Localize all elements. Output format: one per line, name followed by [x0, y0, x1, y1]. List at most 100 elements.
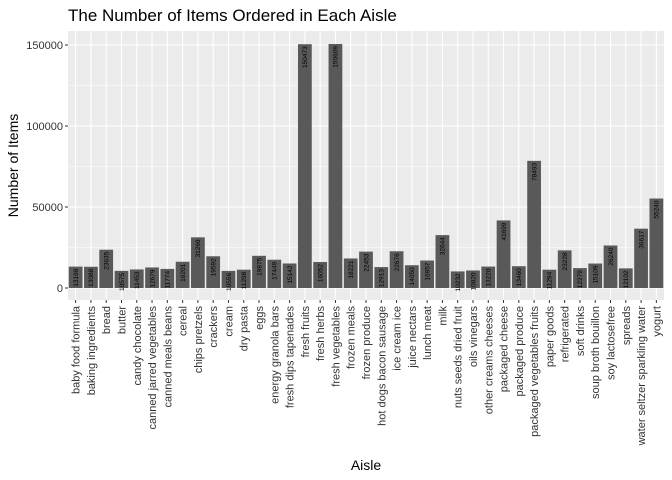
- x-tick-label: baby food formula: [71, 305, 83, 394]
- bar-value-label: 11298: [241, 271, 248, 289]
- y-axis: 0 50000 100000 150000: [26, 40, 68, 295]
- x-tick-label: baking ingredients: [86, 306, 98, 396]
- y-tick-label: 50000: [32, 202, 63, 214]
- bar-value-label: 18221: [348, 260, 355, 278]
- x-tick-label: canned jarred vegetables: [147, 306, 159, 430]
- bar-value-label: 11774: [165, 271, 172, 289]
- bar-packaged-vegetables-fruits: [527, 160, 541, 288]
- bar-oils-vinegars: [466, 270, 480, 288]
- bar-value-label: 22453: [363, 253, 370, 271]
- bar-value-label: 12679: [149, 269, 156, 287]
- x-tick-label: packaged cheese: [499, 306, 511, 392]
- bar-dry-pasta: [236, 269, 251, 288]
- bar-packaged-cheese: [496, 220, 511, 288]
- bar-value-label: 16957: [424, 262, 431, 280]
- bar-paper-goods: [542, 269, 557, 288]
- x-tick-label: packaged vegetables fruits: [529, 306, 541, 437]
- bar-ice-cream-ice: [389, 251, 404, 288]
- bar-value-label: 10232: [455, 273, 462, 291]
- x-axis: baby food formula baking ingredients bread…: [71, 300, 663, 447]
- x-tick-label: frozen produce: [361, 306, 373, 379]
- bar-baby-food-formula: [68, 266, 83, 288]
- bar-canned-meals-beans: [160, 268, 175, 288]
- x-tick-label: lunch meat: [422, 306, 434, 360]
- x-tick-label: butter: [116, 306, 128, 334]
- y-tick-label: 150000: [26, 40, 63, 52]
- bar-other-creams-cheeses: [481, 266, 496, 288]
- bar-value-label: 36617: [638, 230, 645, 248]
- x-tick-label: dry pasta: [239, 305, 251, 351]
- x-tick-label: nuts seeds dried fruit: [453, 306, 465, 408]
- bar-candy-chocolate: [129, 269, 144, 288]
- x-tick-label: soy lactosefree: [606, 306, 618, 380]
- x-tick-label: fresh herbs: [315, 306, 327, 362]
- x-tick-label: crackers: [208, 306, 220, 348]
- bar-value-label: 12913: [379, 269, 386, 287]
- bar-water-seltzer-sparkling-water: [634, 228, 648, 288]
- bar-fresh-herbs: [313, 261, 328, 288]
- bar-value-label: 22676: [394, 253, 401, 271]
- bar-value-label: 19592: [210, 258, 217, 276]
- x-tick-label: fresh vegetables: [330, 306, 342, 387]
- bar-value-label: 10575: [119, 272, 126, 290]
- x-tick-label: ice cream ice: [392, 306, 404, 371]
- bar-packaged-produce: [511, 266, 526, 288]
- x-tick-label: packaged produce: [514, 306, 526, 397]
- bar-value-label: 78493: [531, 162, 538, 180]
- bar-value-label: 150609: [333, 46, 340, 68]
- bar-value-label: 13220: [486, 268, 493, 286]
- bar-value-label: 150473: [302, 46, 309, 68]
- bar-value-label: 12102: [623, 270, 630, 288]
- bar-value-label: 16201: [180, 263, 187, 281]
- x-tick-label: cereal: [178, 306, 190, 336]
- x-tick-label: soup broth bouillon: [590, 306, 602, 399]
- bar-value-label: 32644: [440, 237, 447, 255]
- bar-value-label: 15142: [287, 265, 294, 283]
- x-tick-label: water seltzer sparkling water: [636, 306, 648, 447]
- y-axis-title: Number of Items: [5, 114, 21, 217]
- bar-energy-granola-bars: [267, 259, 282, 288]
- bar-refrigerated: [557, 250, 572, 288]
- x-tick-label: refrigerated: [560, 306, 572, 362]
- bar-value-label: 19875: [256, 257, 263, 275]
- bar-chips-pretzels: [191, 237, 205, 288]
- data-labels: 13198 13088 23635 10575 11453 12679 11774 16201…: [73, 46, 661, 292]
- x-tick-label: yogurt: [651, 306, 663, 337]
- bar-value-label: 23228: [562, 252, 569, 270]
- bar-canned-jarred-vegetables: [145, 267, 159, 288]
- bar-value-label: 31269: [195, 239, 202, 257]
- bar-value-label: 41699: [501, 222, 508, 240]
- bar-nuts-seeds-dried-fruit: [450, 271, 465, 288]
- bar-value-label: 26240: [608, 247, 615, 265]
- y-tick-label: 0: [57, 283, 63, 295]
- bar-frozen-meals: [343, 258, 358, 288]
- bar-bread: [99, 249, 114, 288]
- bar-value-label: 14050: [409, 267, 416, 285]
- bar-baking-ingredients: [84, 266, 98, 288]
- bar-soup-broth-bouillon: [588, 263, 603, 288]
- bar-value-label: 11453: [134, 271, 141, 289]
- x-tick-label: canned meals beans: [162, 306, 174, 408]
- bar-value-label: 10820: [470, 272, 477, 290]
- bars: [68, 44, 664, 289]
- x-tick-label: paper goods: [544, 306, 556, 368]
- x-axis-title: Aisle: [351, 457, 382, 473]
- x-tick-label: frozen meals: [346, 306, 358, 369]
- bar-milk: [435, 235, 450, 288]
- bar-fresh-dips-tapenades: [282, 263, 297, 288]
- chart-title: The Number of Items Ordered in Each Aisl…: [68, 6, 397, 25]
- x-tick-label: fresh fruits: [300, 306, 312, 358]
- y-tick-label: 100000: [26, 121, 63, 133]
- x-tick-label: candy chocolate: [132, 306, 144, 386]
- bar-eggs: [252, 255, 266, 288]
- bar-soy-lactosefree: [603, 245, 618, 288]
- bar-fresh-vegetables: [328, 44, 343, 288]
- bar-value-label: 16052: [317, 264, 324, 282]
- bar-value-label: 12279: [577, 270, 584, 288]
- bar-soft-drinks: [573, 268, 587, 288]
- bar-spreads: [618, 268, 633, 288]
- bar-lunch-meat: [420, 260, 435, 288]
- x-tick-label: fresh dips tapenades: [285, 306, 297, 409]
- bar-value-label: 10556: [226, 273, 233, 291]
